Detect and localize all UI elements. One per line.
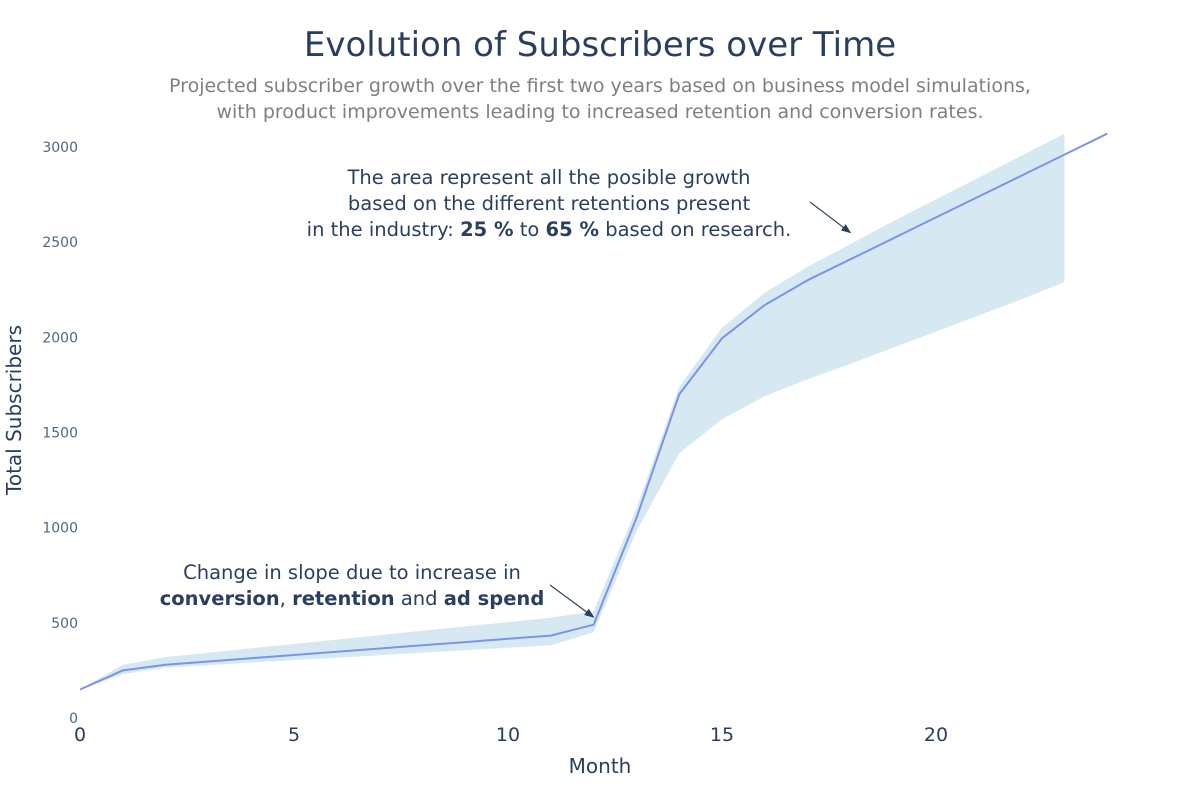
chart-subtitle-line-2: with product improvements leading to inc… — [216, 101, 983, 123]
retention-range-band — [80, 133, 1065, 690]
y-tick-label: 3000 — [42, 140, 78, 156]
chart-subtitle-line-1: Projected subscriber growth over the fir… — [169, 75, 1031, 97]
annotation-1-line-2: based on the different retentions presen… — [348, 192, 751, 215]
annotation-2-arrow — [549, 584, 595, 618]
annotation-2-line-2: conversion, retention and ad spend — [160, 587, 545, 610]
y-tick-label: 2000 — [42, 330, 78, 346]
x-tick-label: 20 — [924, 724, 948, 746]
x-axis-label: Month — [569, 754, 632, 778]
x-tick-label: 10 — [496, 724, 520, 746]
y-tick-label: 1000 — [42, 521, 78, 537]
x-tick-label: 0 — [74, 724, 86, 746]
series-line-0 — [79, 132, 1108, 691]
y-tick-label: 1500 — [42, 426, 78, 442]
annotation-2-line-1: Change in slope due to increase in — [183, 561, 521, 584]
y-axis-label: Total Subscribers — [2, 325, 26, 496]
x-tick-label: 15 — [710, 724, 734, 746]
chart-title: Evolution of Subscribers over Time — [304, 25, 896, 65]
y-tick-label: 500 — [51, 616, 78, 632]
x-tick-label: 5 — [288, 724, 300, 746]
annotation-1-arrow — [809, 201, 852, 234]
y-tick-label: 0 — [69, 711, 78, 727]
annotation-1-line-3: in the industry: 25 % to 65 % based on r… — [307, 218, 792, 241]
y-tick-label: 2500 — [42, 235, 78, 251]
annotation-1-line-1: The area represent all the posible growt… — [347, 166, 751, 189]
plot-area: 0 500 1000 1500 2000 2500 3000 0 5 10 15 20 The area… — [42, 132, 1108, 746]
